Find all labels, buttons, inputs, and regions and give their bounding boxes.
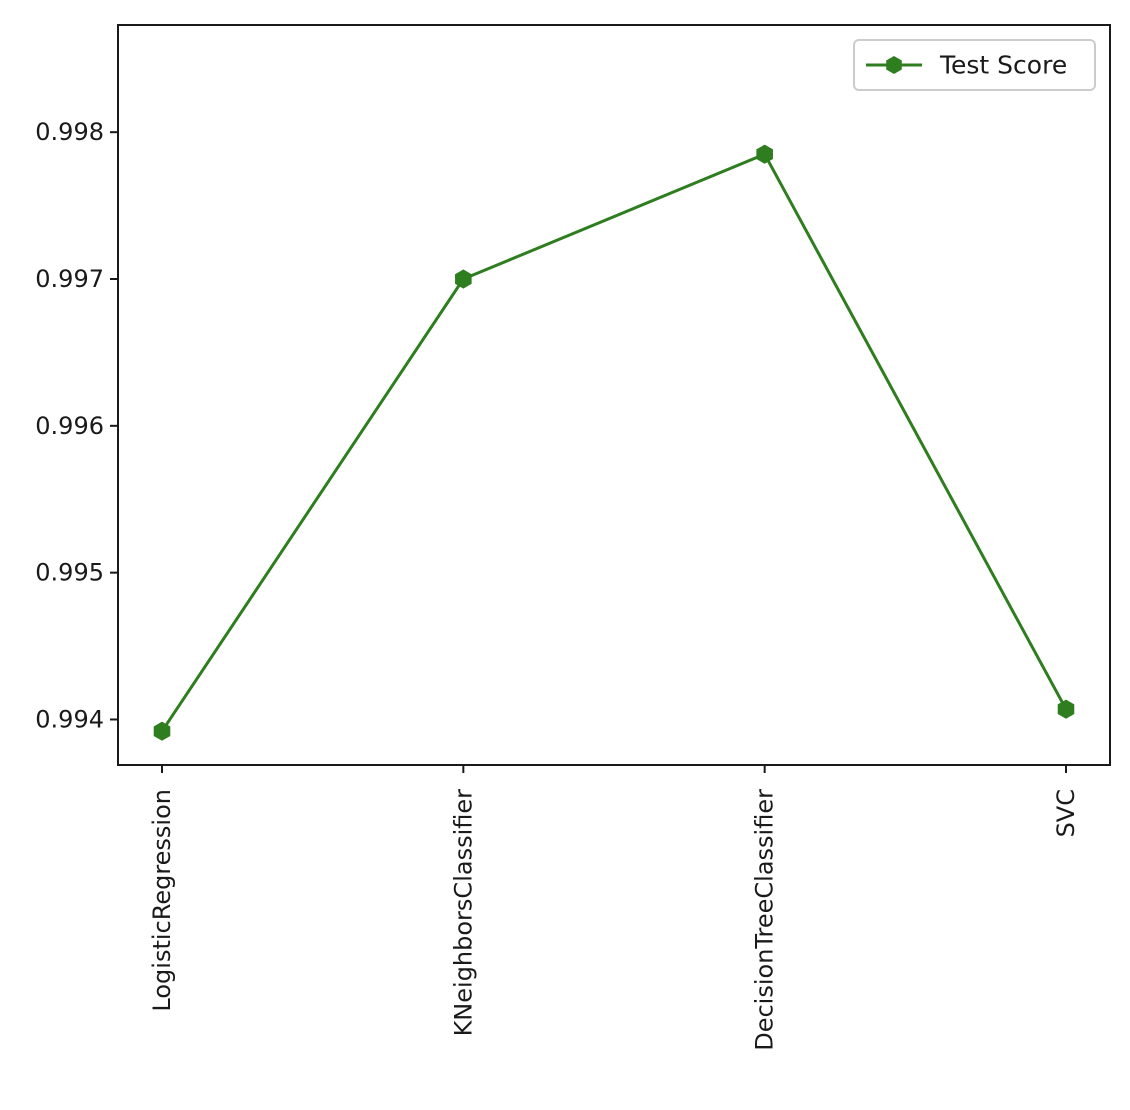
data-point — [153, 721, 171, 741]
series-line — [160, 152, 1068, 733]
legend: Test Score — [853, 39, 1096, 91]
data-point — [1057, 699, 1075, 719]
x-tick-label: DecisionTreeClassifier — [751, 789, 779, 1051]
data-point — [756, 144, 773, 164]
y-tick-label: 0.995 — [35, 559, 104, 587]
y-axis: 0.994 0.995 0.996 0.997 0.998 — [35, 118, 118, 733]
series-layer — [153, 144, 1075, 741]
y-tick-label: 0.997 — [35, 265, 104, 293]
plot-area — [117, 24, 1111, 766]
y-tick-label: 0.998 — [35, 118, 104, 146]
y-tick-label: 0.994 — [35, 705, 104, 733]
y-tick-label: 0.996 — [35, 412, 104, 440]
x-tick-label: SVC — [1052, 789, 1080, 837]
legend-label: Test Score — [939, 51, 1067, 80]
legend-marker — [886, 56, 902, 74]
x-tick-label: KNeighborsClassifier — [449, 789, 477, 1037]
x-axis: LogisticRegression KNeighborsClassifier De… — [148, 765, 1080, 1051]
data-point — [455, 269, 472, 289]
x-tick-label: LogisticRegression — [148, 789, 176, 1012]
legend-box — [853, 39, 1096, 91]
